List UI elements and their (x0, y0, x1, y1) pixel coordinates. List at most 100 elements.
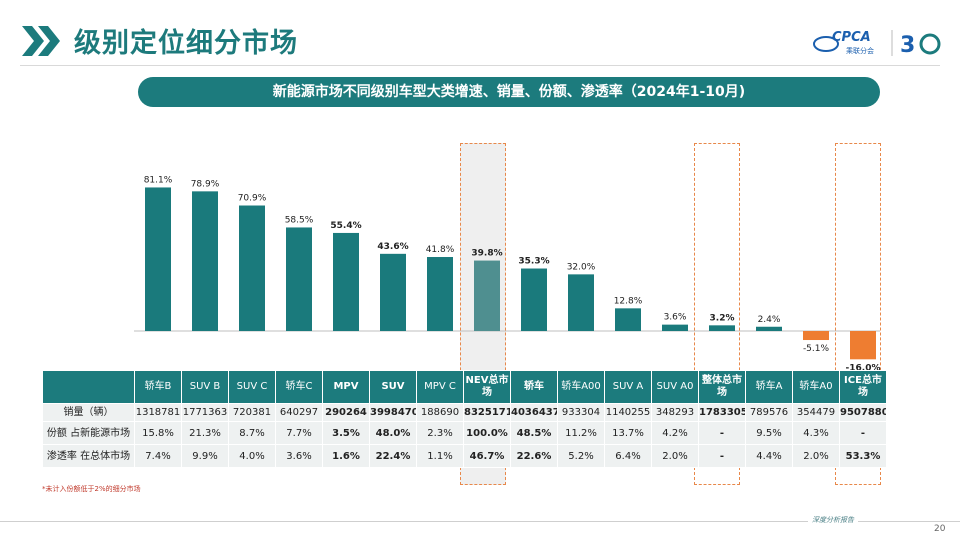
column-header-10: SUV A (604, 370, 652, 404)
bar-value-label-9: 32.0% (567, 262, 596, 272)
bar-9 (568, 274, 594, 331)
bar-6 (427, 257, 453, 331)
table-row: 份额 占新能源市场 15.8% 21.3% 8.7% 7.7% 3.5% 48.0% 2.3… (42, 421, 887, 445)
bar-value-label-3: 58.5% (285, 215, 314, 225)
table-cell: 4.0% (228, 444, 276, 468)
bar-value-label-11: 3.6% (664, 313, 687, 323)
table-cell: - (839, 421, 887, 445)
column-header-8: 轿车 (510, 370, 558, 404)
svg-text:乘联分会: 乘联分会 (846, 46, 874, 55)
bar-10 (615, 308, 641, 331)
table-cell: 789576 (745, 403, 793, 422)
table-cell: 1.6% (322, 444, 370, 468)
column-header-7: NEV总市场 (463, 370, 511, 404)
table-cell: 720381 (228, 403, 276, 422)
column-header-5: SUV (369, 370, 417, 404)
bar-4 (333, 232, 359, 331)
table-cell: 4.4% (745, 444, 793, 468)
table-cell: 7.7% (275, 421, 323, 445)
chart-title-banner: 新能源市场不同级别车型大类增速、销量、份额、渗透率（2024年1-10月) (138, 77, 880, 107)
bar-value-label-6: 41.8% (426, 245, 455, 255)
table-cell: 17833051 (698, 403, 746, 422)
table-cell: 9.5% (745, 421, 793, 445)
column-header-15: ICE总市场 (839, 370, 887, 404)
bar-1 (192, 191, 218, 331)
column-header-13: 轿车A (745, 370, 793, 404)
table-cell: 3.6% (275, 444, 323, 468)
table-header-row: 轿车B SUV B SUV C 轿车C MPV SUV MPV C NEV总市场 轿车 轿车A00… (42, 370, 887, 404)
bar-5 (380, 253, 406, 331)
table-cell: 1771363 (181, 403, 229, 422)
table-cell: 100.0% (463, 421, 511, 445)
column-header-6: MPV C (416, 370, 464, 404)
title-divider (20, 65, 940, 66)
bar-0 (145, 187, 171, 331)
footer-divider (0, 521, 960, 522)
bar-value-label-8: 35.3% (518, 257, 549, 267)
table-row: 渗透率 在总体市场 7.4% 9.9% 4.0% 3.6% 1.6% 22.4% 1.1% 4… (42, 444, 887, 468)
table-row: 销量（辆） 1318781 1771363 720381 640297 290264 39… (42, 403, 887, 422)
table-cell: 2.0% (651, 444, 699, 468)
page-number: 20 (934, 524, 946, 534)
table-cell: 15.8% (134, 421, 182, 445)
table-cell: 46.7% (463, 444, 511, 468)
svg-text:CPCA: CPCA (832, 30, 871, 45)
svg-text:3: 3 (900, 33, 915, 58)
table-cell: 8.7% (228, 421, 276, 445)
table-cell: 53.3% (839, 444, 887, 468)
bar-2 (239, 205, 265, 331)
bar-3 (286, 227, 312, 331)
table-cell: - (698, 421, 746, 445)
bar-value-label-10: 12.8% (614, 296, 643, 306)
table-cell: 3.5% (322, 421, 370, 445)
bar-12 (709, 325, 735, 331)
table-cell: 9.9% (181, 444, 229, 468)
column-header-9: 轿车A00 (557, 370, 605, 404)
table-cell: 290264 (322, 403, 370, 422)
column-header-4: MPV (322, 370, 370, 404)
table-cell: 11.2% (557, 421, 605, 445)
bar-8 (521, 268, 547, 331)
bar-13 (756, 326, 782, 331)
table-cell: 2.3% (416, 421, 464, 445)
table-cell: 354479 (792, 403, 840, 422)
table-cell: 933304 (557, 403, 605, 422)
table-cell: 4.3% (792, 421, 840, 445)
bar-value-label-1: 78.9% (191, 179, 220, 189)
bar-15 (850, 331, 876, 360)
table-cell: 3998470 (369, 403, 417, 422)
chevron-double-icon (22, 26, 60, 56)
total-market-highlight-box (694, 143, 740, 485)
table-cell: 9507880 (839, 403, 887, 422)
table-cell: 21.3% (181, 421, 229, 445)
table-cell: 1.1% (416, 444, 464, 468)
bar-value-label-14: -5.1% (803, 344, 830, 354)
table-cell: - (698, 444, 746, 468)
table-cell: 22.4% (369, 444, 417, 468)
table-cell: 2.0% (792, 444, 840, 468)
footnote: *未计入份额低于2%的细分市场 (42, 485, 141, 493)
page-title: 级别定位细分市场 (74, 28, 298, 59)
table-cell: 1318781 (134, 403, 182, 422)
bar-value-label-0: 81.1% (144, 175, 173, 185)
cpca-logo: CPCA 乘联分会 3 (813, 30, 941, 58)
column-header-3: 轿车C (275, 370, 323, 404)
bar-value-label-15: -16.0% (846, 363, 881, 373)
bar-value-label-5: 43.6% (377, 242, 408, 252)
table-cell: 188690 (416, 403, 464, 422)
bar-14 (803, 331, 829, 341)
table-cell: 1140255 (604, 403, 652, 422)
column-header-1: SUV B (181, 370, 229, 404)
bar-11 (662, 324, 688, 331)
column-header-0: 轿车B (134, 370, 182, 404)
bar-7 (474, 260, 500, 331)
table-cell: 6.4% (604, 444, 652, 468)
segment-data-table: 轿车B SUV B SUV C 轿车C MPV SUV MPV C NEV总市场 轿车 轿车A00… (42, 370, 887, 468)
column-header-12: 整体总市场 (698, 370, 746, 404)
row-label-penetration: 渗透率 在总体市场 (42, 444, 135, 468)
table-cell: 48.0% (369, 421, 417, 445)
table-cell: 4.2% (651, 421, 699, 445)
column-header-2: SUV C (228, 370, 276, 404)
table-cell: 348293 (651, 403, 699, 422)
